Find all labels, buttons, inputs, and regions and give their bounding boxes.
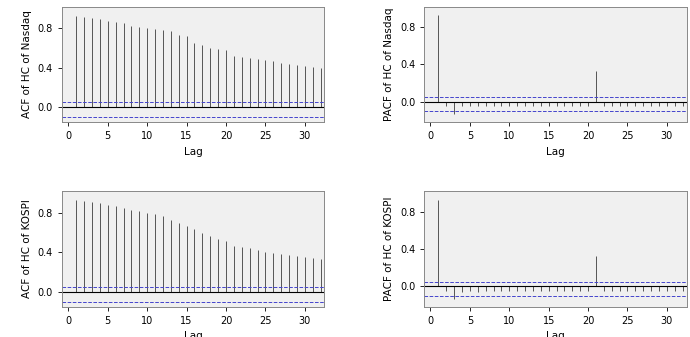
Y-axis label: PACF of HC of Nasdaq: PACF of HC of Nasdaq (384, 8, 395, 121)
Y-axis label: PACF of HC of KOSPI: PACF of HC of KOSPI (384, 197, 395, 301)
X-axis label: Lag: Lag (184, 331, 203, 337)
X-axis label: Lag: Lag (184, 147, 203, 157)
X-axis label: Lag: Lag (546, 147, 564, 157)
Y-axis label: ACF of HC of Nasdaq: ACF of HC of Nasdaq (22, 10, 32, 118)
Y-axis label: ACF of HC of KOSPI: ACF of HC of KOSPI (22, 200, 32, 299)
X-axis label: Lag: Lag (546, 331, 564, 337)
